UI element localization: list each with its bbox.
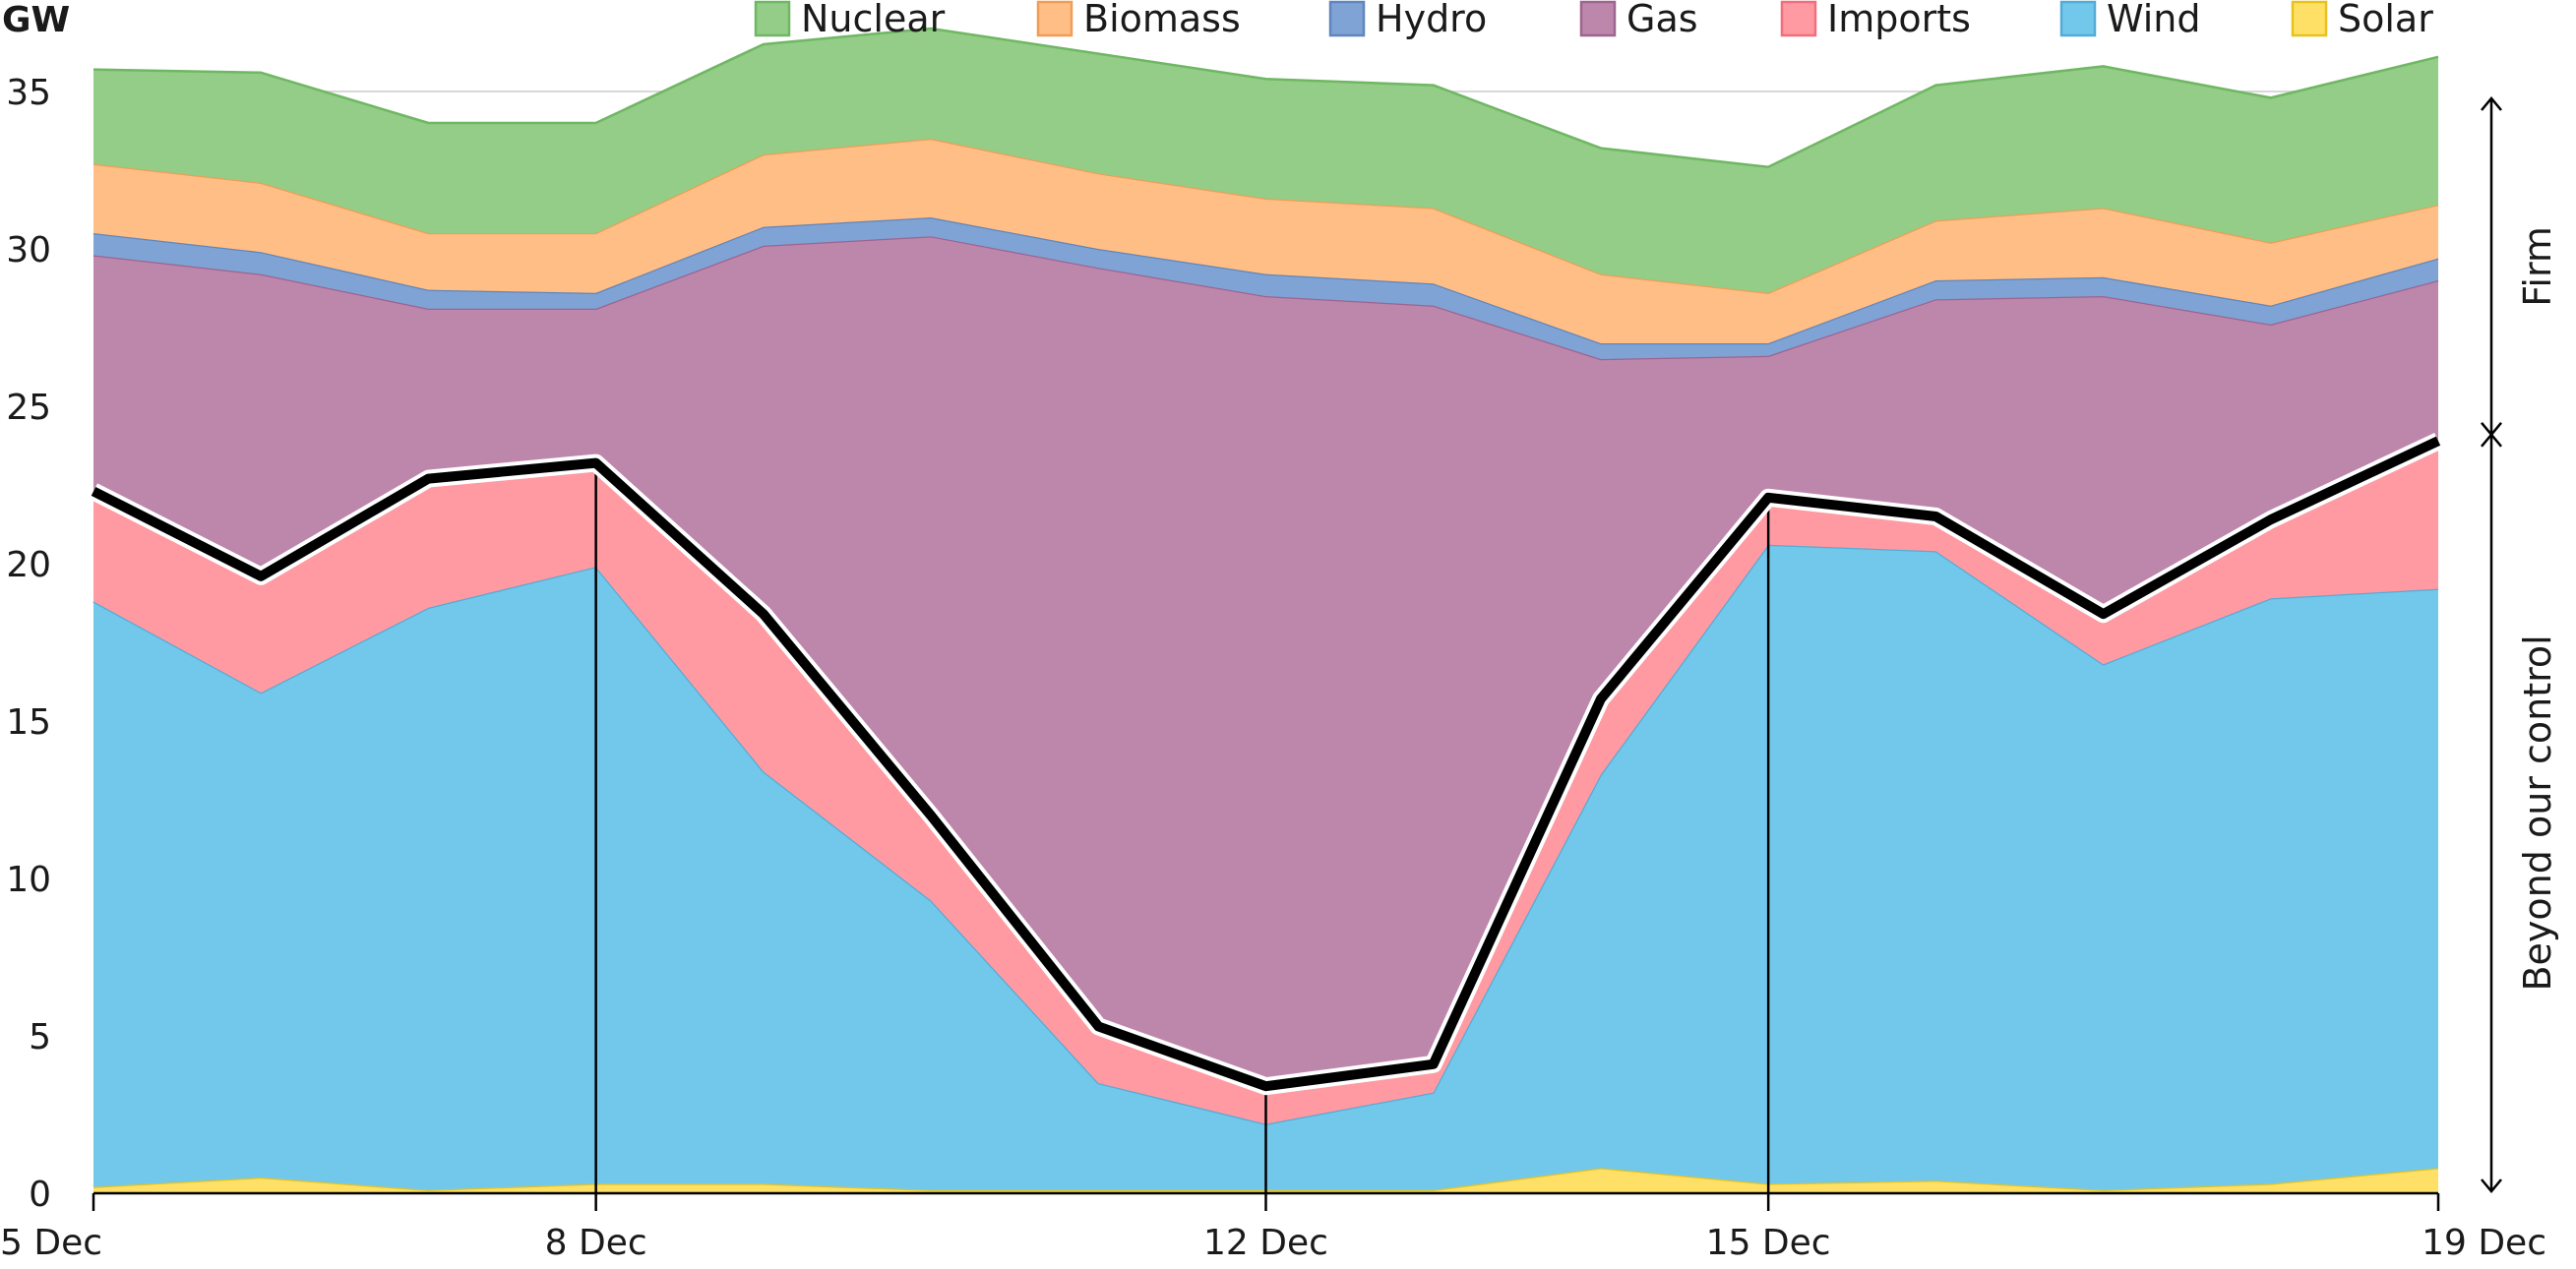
legend-item-wind: Wind <box>2059 0 2201 40</box>
y-axis-unit-label: GW <box>2 0 70 40</box>
y-tick-label: 5 <box>29 1017 51 1058</box>
legend-swatch <box>754 0 791 37</box>
area-imports <box>93 441 2438 1124</box>
legend-item-biomass: Biomass <box>1036 0 1241 40</box>
legend-item-gas: Gas <box>1579 0 1698 40</box>
legend-label: Imports <box>1827 0 1971 40</box>
y-tick-label: 20 <box>6 545 51 585</box>
x-tick-label: 15 Dec <box>1706 1223 1831 1263</box>
x-tick-label: 12 Dec <box>1203 1223 1328 1263</box>
area-gas <box>93 236 2438 1087</box>
legend-swatch <box>1780 0 1817 37</box>
bracket-arrowhead <box>2481 1178 2502 1193</box>
legend-label: Gas <box>1626 0 1698 40</box>
area-nuclear <box>93 29 2438 293</box>
legend-label: Solar <box>2338 0 2433 40</box>
area-series <box>92 27 2439 1193</box>
y-tick-label: 35 <box>6 73 51 113</box>
legend-item-nuclear: Nuclear <box>754 0 946 40</box>
control-boundary <box>89 433 2442 1096</box>
legend-swatch <box>1328 0 1366 37</box>
y-tick-label: 0 <box>29 1175 51 1215</box>
x-tick-label: 19 Dec <box>2422 1223 2546 1263</box>
y-tick-label: 25 <box>6 388 51 428</box>
y-tick-label: 10 <box>6 860 51 900</box>
area-solar <box>93 1168 2438 1193</box>
date-marker-lines <box>594 462 1770 1193</box>
bracket-arrowhead <box>2481 96 2502 111</box>
area-edge-nuclear <box>92 27 2439 169</box>
area-biomass <box>93 139 2438 343</box>
legend-item-hydro: Hydro <box>1328 0 1487 40</box>
legend-label: Biomass <box>1083 0 1241 40</box>
legend-label: Wind <box>2107 0 2201 40</box>
boundary-line <box>91 436 2441 1092</box>
firm-label: Firm <box>2516 226 2559 307</box>
legend-item-imports: Imports <box>1780 0 1971 40</box>
area-wind <box>93 544 2438 1190</box>
legend-item-solar: Solar <box>2291 0 2433 40</box>
beyond-our-control-label: Beyond our control <box>2516 634 2559 991</box>
legend-swatch <box>1036 0 1073 37</box>
x-tick-label: 8 Dec <box>545 1223 647 1263</box>
legend-swatch <box>1579 0 1617 37</box>
area-hydro <box>93 217 2438 359</box>
bracket-arrowhead <box>2481 432 2502 448</box>
firm-bracket <box>2481 96 2502 1193</box>
legend-swatch <box>2291 0 2328 37</box>
legend-label: Hydro <box>1376 0 1487 40</box>
legend-swatch <box>2059 0 2097 37</box>
legend-label: Nuclear <box>801 0 946 40</box>
legend: Nuclear Biomass Hydro Gas Imports Wind Solar <box>754 0 2433 40</box>
y-tick-label: 30 <box>6 230 51 271</box>
y-tick-label: 15 <box>6 702 51 743</box>
x-tick-label: 5 Dec <box>0 1223 102 1263</box>
axes: 5 Dec 8 Dec 12 Dec 15 Dec 19 Dec 0 5 10 15 20 25 30… <box>0 73 2546 1263</box>
